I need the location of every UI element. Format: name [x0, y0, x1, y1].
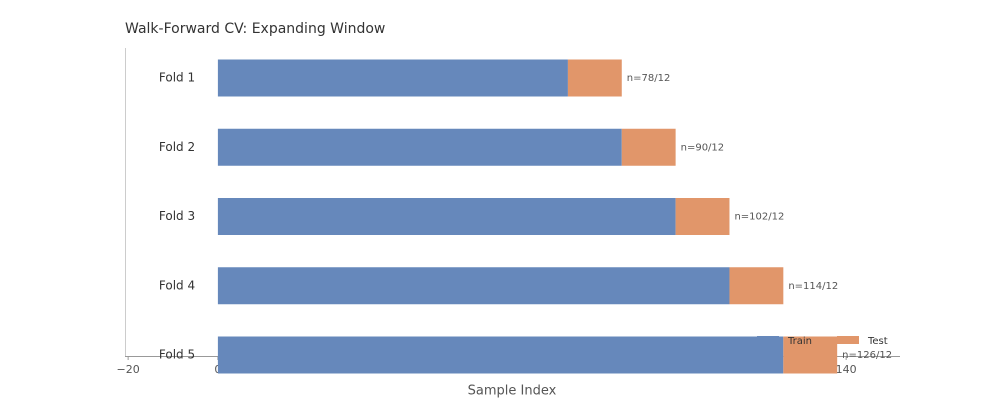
legend-swatch — [837, 336, 859, 344]
value-label: n=114/12 — [788, 281, 838, 292]
x-axis-label: Sample Index — [468, 384, 557, 399]
x-tick-label: −20 — [117, 363, 140, 376]
bar-segment — [217, 198, 676, 235]
bar-segment — [783, 336, 838, 374]
category-label: Fold 3 — [159, 209, 195, 223]
chart-title: Walk-Forward CV: Expanding Window — [125, 21, 385, 37]
bar-segment — [675, 198, 730, 235]
legend-label: Train — [787, 336, 812, 347]
category-label: Fold 2 — [159, 140, 195, 154]
value-label: n=90/12 — [681, 142, 725, 153]
legend-swatch — [757, 336, 779, 344]
bar-segment — [567, 59, 622, 97]
legend-label: Test — [867, 336, 888, 347]
category-label: Fold 5 — [159, 348, 195, 362]
value-label: n=126/12 — [842, 350, 892, 361]
bar-segment — [621, 128, 676, 166]
bar-segment — [217, 59, 568, 97]
bar-segment — [729, 267, 784, 305]
bar-segment — [217, 128, 622, 166]
value-label: n=78/12 — [627, 73, 671, 84]
category-label: Fold 1 — [159, 71, 195, 85]
category-label: Fold 4 — [159, 278, 195, 292]
bar-segment — [217, 336, 784, 374]
bar-segment — [217, 267, 730, 305]
value-label: n=102/12 — [734, 212, 784, 223]
x-tick-label: 140 — [836, 363, 857, 376]
